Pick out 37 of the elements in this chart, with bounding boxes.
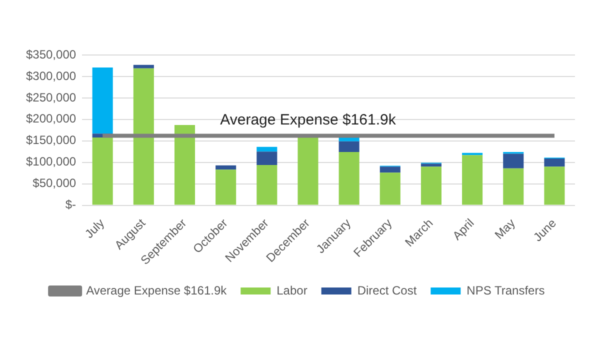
bar	[380, 172, 400, 205]
annotation: Average Expense $161.9k	[220, 111, 396, 128]
legend-label: Labor	[276, 283, 308, 298]
bar	[462, 152, 483, 156]
bar	[544, 158, 565, 167]
bar	[216, 165, 236, 170]
bar	[256, 164, 278, 205]
y-tick-label: $150,000	[26, 133, 76, 148]
y-tick-label: $250,000	[26, 90, 76, 104]
y-tick-label: $300,000	[26, 68, 76, 83]
x-tick-label: July	[82, 216, 108, 241]
legend-label: NPS Transfers	[466, 283, 545, 298]
bar	[462, 155, 483, 205]
y-tick-label: $-	[65, 198, 76, 212]
bar	[338, 141, 360, 152]
bar	[544, 166, 565, 205]
bar	[92, 67, 113, 134]
bar	[503, 168, 524, 205]
bar	[420, 164, 442, 167]
bar	[420, 166, 442, 205]
y-tick-label: $100,000	[26, 154, 76, 169]
y-tick-label: $200,000	[26, 112, 76, 126]
bar	[380, 166, 400, 173]
y-tick-label: $50,000	[32, 176, 76, 190]
x-tick-label: May	[492, 216, 518, 242]
legend-label: Average Expense $161.9k	[86, 283, 228, 298]
bar	[338, 152, 360, 205]
bar	[92, 137, 113, 205]
bar	[133, 68, 154, 205]
bar	[503, 154, 524, 168]
bar	[216, 170, 236, 205]
bar	[174, 125, 196, 205]
y-tick-label: $350,000	[26, 47, 76, 62]
bar	[256, 152, 278, 165]
legend-label: Direct Cost	[357, 283, 418, 298]
bar	[133, 64, 154, 68]
bar	[256, 146, 278, 152]
